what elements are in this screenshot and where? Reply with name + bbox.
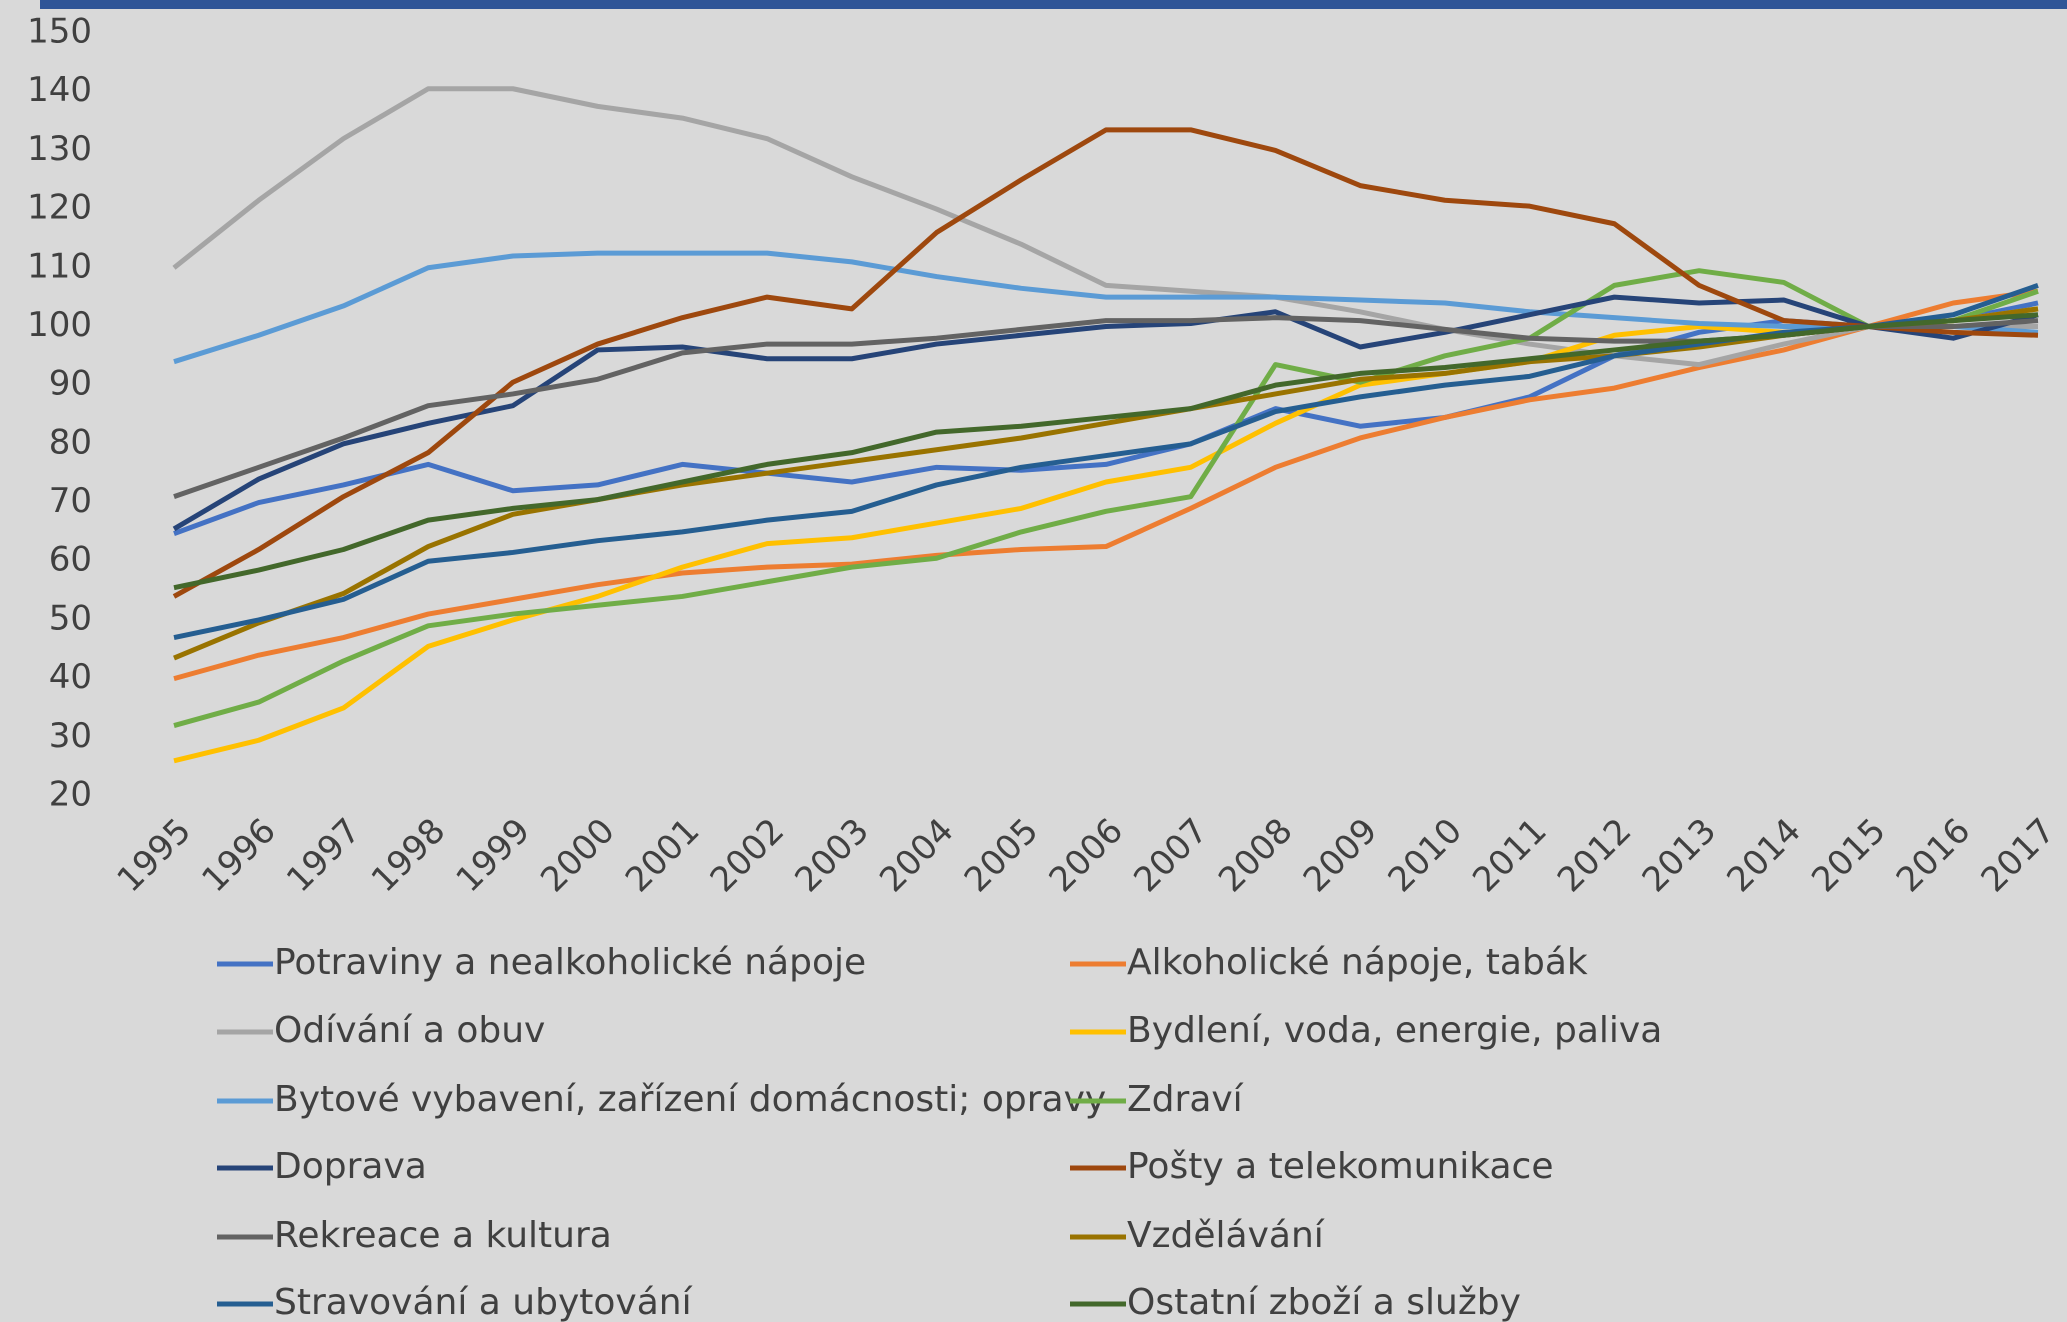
y-tick-label: 60 bbox=[49, 540, 92, 580]
x-tick-label: 2002 bbox=[703, 811, 792, 900]
y-tick-label: 20 bbox=[49, 775, 92, 815]
series-line bbox=[173, 268, 2039, 728]
series-line bbox=[172, 294, 2039, 532]
legend-label: Bytové vybavení, zařízení domácnosti; op… bbox=[274, 1079, 1106, 1120]
legend-label: Vzdělávání bbox=[1127, 1215, 1325, 1256]
y-tick-label: 140 bbox=[27, 70, 92, 110]
x-tick-label: 2014 bbox=[1719, 811, 1808, 900]
x-tick-label: 2004 bbox=[872, 811, 961, 900]
x-tick-label: 2001 bbox=[618, 811, 707, 900]
x-tick-label: 2010 bbox=[1381, 811, 1470, 900]
x-tick-label: 2007 bbox=[1126, 811, 1215, 900]
y-tick-label: 80 bbox=[49, 422, 92, 462]
x-tick-label: 2011 bbox=[1465, 811, 1554, 900]
legend-label: Bydlení, voda, energie, paliva bbox=[1127, 1010, 1662, 1051]
x-tick-label: 2017 bbox=[1974, 811, 2063, 900]
x-tick-label: 2005 bbox=[957, 811, 1046, 900]
x-tick-label: 1999 bbox=[449, 811, 538, 900]
legend-label: Alkoholické nápoje, tabák bbox=[1127, 942, 1588, 983]
x-tick-label: 1995 bbox=[110, 811, 199, 900]
x-tick-label: 2013 bbox=[1635, 811, 1724, 900]
y-tick-label: 100 bbox=[27, 305, 92, 345]
legend-label: Odívání a obuv bbox=[274, 1010, 545, 1051]
legend-label: Doprava bbox=[274, 1146, 427, 1187]
y-tick-label: 70 bbox=[49, 481, 92, 521]
legend-label: Ostatní zboží a služby bbox=[1127, 1282, 1521, 1322]
y-tick-label: 50 bbox=[49, 598, 92, 638]
header-bar bbox=[40, 0, 2067, 9]
y-tick-label: 40 bbox=[49, 657, 92, 697]
x-tick-label: 1997 bbox=[279, 811, 368, 900]
legend-label: Rekreace a kultura bbox=[274, 1215, 612, 1256]
y-tick-label: 130 bbox=[27, 129, 92, 169]
legend-label: Pošty a telekomunikace bbox=[1127, 1146, 1554, 1187]
x-tick-label: 2015 bbox=[1804, 811, 1893, 900]
x-tick-label: 2000 bbox=[533, 811, 622, 900]
legend-label: Potraviny a nealkoholické nápoje bbox=[274, 942, 866, 983]
x-tick-label: 1998 bbox=[364, 811, 453, 900]
x-tick-label: 2016 bbox=[1889, 811, 1978, 900]
y-tick-label: 150 bbox=[27, 12, 92, 52]
legend-label: Zdraví bbox=[1127, 1079, 1244, 1120]
series-line bbox=[173, 306, 2039, 764]
x-tick-label: 2008 bbox=[1211, 811, 1300, 900]
y-tick-label: 110 bbox=[27, 246, 92, 286]
y-tick-label: 90 bbox=[49, 364, 92, 404]
legend-label: Stravování a ubytování bbox=[274, 1282, 693, 1322]
y-tick-label: 120 bbox=[27, 188, 92, 228]
x-tick-label: 2006 bbox=[1042, 811, 1131, 900]
x-tick-label: 1996 bbox=[194, 811, 283, 900]
series-line bbox=[172, 127, 2039, 599]
x-tick-label: 2012 bbox=[1550, 811, 1639, 900]
series-line bbox=[172, 86, 2038, 368]
series-line bbox=[173, 250, 2039, 365]
y-tick-label: 30 bbox=[49, 716, 92, 756]
series-line bbox=[173, 288, 2039, 682]
series-line bbox=[173, 312, 2039, 591]
series-line bbox=[173, 306, 2039, 661]
x-tick-label: 2009 bbox=[1296, 811, 1385, 900]
x-tick-label: 2003 bbox=[787, 811, 876, 900]
